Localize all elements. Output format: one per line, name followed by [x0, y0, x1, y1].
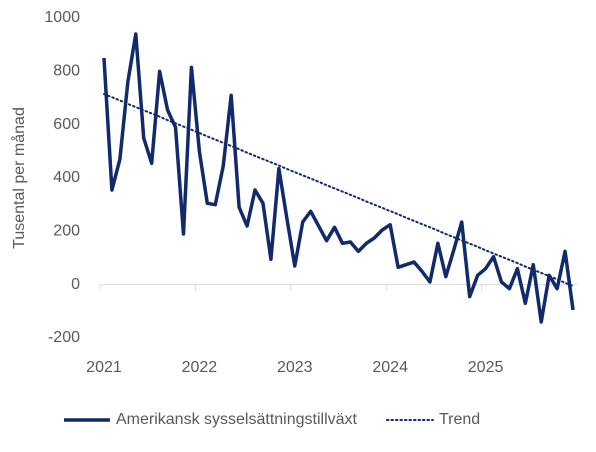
x-tick-label: 2023	[277, 359, 313, 376]
x-tick-label: 2021	[86, 359, 122, 376]
x-tick-label: 2022	[182, 359, 218, 376]
trend-line	[102, 93, 575, 287]
x-tick-label: 2025	[468, 359, 504, 376]
y-axis-label: Tusental per månad	[10, 107, 28, 249]
legend-label: Trend	[439, 411, 480, 428]
legend-label: Amerikansk sysselsättningstillväxt	[116, 411, 358, 428]
y-tick-label: 800	[53, 63, 80, 80]
y-tick-label: 200	[53, 223, 80, 240]
x-tick-label: 2024	[372, 359, 408, 376]
y-tick-label: 600	[53, 116, 80, 133]
y-tick-label: 1000	[44, 9, 80, 26]
y-tick-label: -200	[48, 329, 80, 346]
y-tick-label: 0	[71, 276, 80, 293]
series-line	[102, 32, 575, 324]
y-tick-label: 400	[53, 169, 80, 186]
